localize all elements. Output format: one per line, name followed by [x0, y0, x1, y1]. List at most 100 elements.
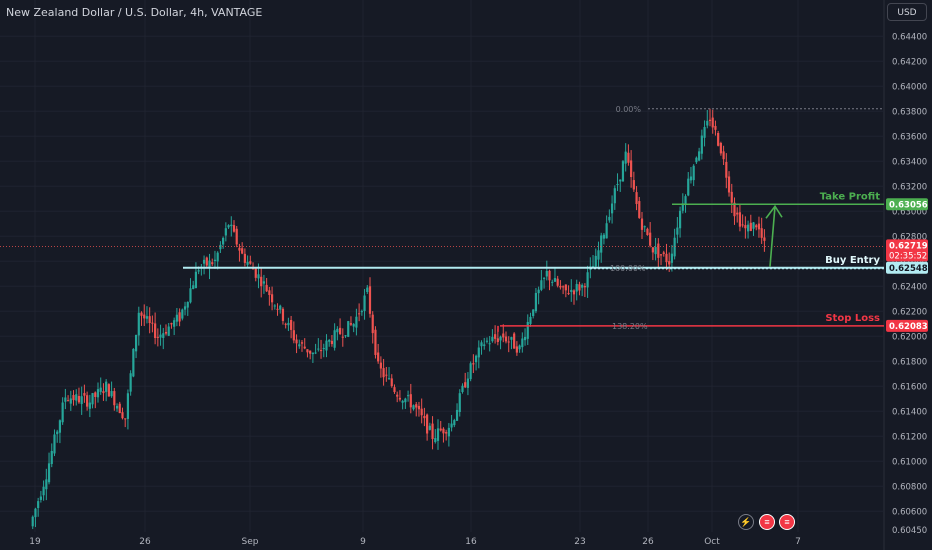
candle-body [559, 285, 562, 288]
candle-body [711, 117, 714, 128]
candle-body [265, 284, 268, 292]
x-tick-label: 16 [465, 537, 477, 547]
candle-body [396, 394, 399, 397]
y-tick-label: 0.63600 [892, 132, 927, 142]
candle-body [700, 135, 703, 154]
candle-body [83, 393, 86, 396]
candle-body [649, 232, 652, 246]
candle-body [496, 338, 499, 342]
candle-body [542, 277, 546, 279]
candle-body [105, 381, 108, 392]
candle-body [698, 151, 701, 161]
candle-body [553, 278, 557, 282]
candle-body [213, 259, 217, 261]
candle-body [605, 223, 608, 239]
candle-body [178, 312, 181, 322]
time-axis[interactable]: 19 26 Sep 9 16 23 26 Oct 7 [29, 537, 801, 547]
candle-body [610, 203, 614, 214]
candle-body [148, 316, 151, 324]
candle-body [211, 262, 214, 265]
take-profit-badge-text: 0.63056 [889, 200, 928, 210]
candle-body [676, 227, 679, 235]
candle-body [717, 132, 720, 146]
candle-body [309, 350, 312, 354]
candle-body [69, 398, 72, 404]
candle-body [741, 224, 744, 226]
candle-body [151, 322, 154, 324]
candle-body [502, 333, 505, 338]
candle-body [303, 346, 306, 349]
candle-body [586, 272, 589, 288]
candle-body [455, 409, 459, 421]
candle-body [564, 284, 567, 291]
candle-body [654, 247, 657, 255]
candle-body [270, 294, 274, 303]
candle-body [235, 228, 238, 245]
candle-body [75, 394, 78, 401]
candle-body [164, 332, 168, 334]
x-tick-label: 19 [29, 537, 41, 547]
candle-body [295, 339, 298, 344]
price-axis[interactable]: 0.64400 0.64200 0.64000 0.63800 0.63600 0.634… [892, 32, 927, 536]
candle-body [398, 397, 402, 400]
lightning-icon[interactable]: ⚡ [738, 514, 754, 530]
candle-body [749, 222, 752, 231]
candle-body [692, 165, 695, 181]
candle-body [406, 395, 410, 397]
candle-body [616, 184, 619, 186]
y-tick-label: 0.61200 [892, 432, 927, 442]
candle-body [551, 281, 554, 283]
candle-body [624, 151, 627, 164]
candle-body [349, 323, 353, 325]
candle-body [181, 309, 184, 319]
candle-body [230, 224, 233, 227]
us-flag-icon[interactable]: ≡ [759, 514, 775, 530]
candle-body [77, 396, 81, 403]
candle-body [510, 337, 513, 340]
candle-body [379, 362, 382, 369]
symbol-title[interactable]: New Zealand Dollar / U.S. Dollar, 4h, VA… [6, 6, 263, 19]
candle-body [447, 427, 450, 437]
candle-body [238, 247, 241, 251]
candle-body [219, 244, 222, 250]
candle-body [572, 290, 576, 295]
candle-body [292, 330, 295, 341]
candle-body [322, 348, 325, 350]
current-price-badge [886, 239, 928, 262]
fib-100-label: 100.00% [610, 264, 646, 273]
candle-body [665, 253, 668, 263]
y-tick-label: 0.64200 [892, 57, 927, 67]
take-profit-badge [886, 198, 928, 211]
candle-body [387, 378, 391, 380]
candle-body [140, 312, 143, 316]
drawing-overlays[interactable]: 0.00% 100.00% 138.20% Take Profit Buy En… [0, 105, 884, 332]
candle-body [670, 253, 674, 263]
stop-loss-badge-text: 0.62083 [889, 322, 928, 332]
candle-body [404, 398, 407, 403]
candle-body [137, 312, 140, 336]
candle-body [529, 316, 532, 324]
candle-body [583, 286, 586, 288]
candle-body [491, 336, 494, 342]
candle-body [94, 392, 97, 397]
candle-body [420, 408, 423, 416]
candle-body [205, 257, 208, 266]
candle-body [224, 228, 227, 236]
candle-body [276, 308, 279, 310]
candle-body [426, 414, 429, 434]
target-arrow[interactable] [765, 204, 783, 267]
candle-body [290, 319, 293, 330]
candle-body [222, 237, 225, 245]
us-flag-icon[interactable]: ≡ [779, 514, 795, 530]
candle-body [738, 212, 742, 227]
currency-button[interactable]: USD [887, 3, 927, 21]
candle-body [483, 344, 486, 346]
candle-body [227, 225, 230, 228]
candle-body [91, 393, 94, 405]
y-tick-label: 0.63200 [892, 182, 927, 192]
candle-body [428, 425, 431, 430]
candle-body [466, 378, 470, 388]
candle-body [352, 324, 355, 327]
candle-body [401, 400, 404, 403]
